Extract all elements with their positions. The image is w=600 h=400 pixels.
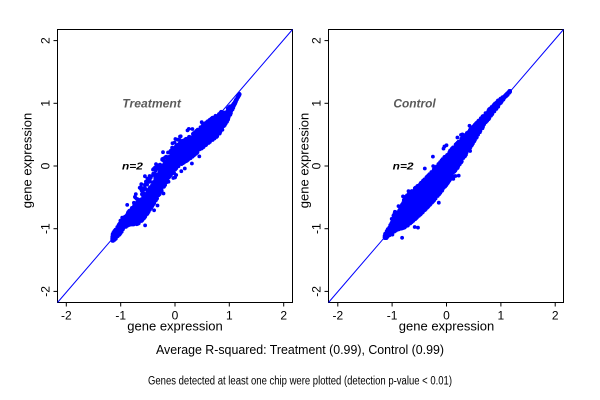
svg-text:-1: -1 — [39, 223, 53, 234]
svg-text:-2: -2 — [61, 309, 72, 323]
svg-text:2: 2 — [310, 37, 324, 44]
svg-text:0: 0 — [310, 162, 324, 169]
svg-text:1: 1 — [226, 309, 233, 323]
svg-text:gene expression: gene expression — [296, 113, 311, 208]
svg-text:Average R-squared: Treatment (: Average R-squared: Treatment (0.99), Con… — [156, 342, 444, 357]
svg-text:1: 1 — [310, 100, 324, 107]
svg-text:Genes detected at least one ch: Genes detected at least one chip were pl… — [148, 376, 452, 388]
svg-text:1: 1 — [498, 309, 505, 323]
svg-text:0: 0 — [172, 309, 179, 323]
svg-text:gene expression: gene expression — [399, 318, 494, 333]
svg-text:2: 2 — [39, 37, 53, 44]
svg-text:-1: -1 — [310, 223, 324, 234]
svg-text:Control: Control — [393, 97, 436, 111]
svg-text:1: 1 — [39, 100, 53, 107]
svg-text:-2: -2 — [332, 309, 343, 323]
svg-text:n=2: n=2 — [393, 161, 414, 173]
svg-text:gene expression: gene expression — [127, 318, 222, 333]
svg-text:-1: -1 — [115, 309, 126, 323]
svg-text:0: 0 — [39, 162, 53, 169]
svg-text:2: 2 — [552, 309, 559, 323]
svg-text:2: 2 — [280, 309, 287, 323]
svg-text:gene expression: gene expression — [19, 113, 34, 208]
svg-text:n=2: n=2 — [122, 161, 143, 173]
svg-text:-1: -1 — [387, 309, 398, 323]
svg-text:Treatment: Treatment — [122, 96, 182, 110]
svg-text:0: 0 — [443, 309, 450, 323]
svg-text:-2: -2 — [39, 286, 53, 297]
svg-text:-2: -2 — [310, 286, 324, 297]
